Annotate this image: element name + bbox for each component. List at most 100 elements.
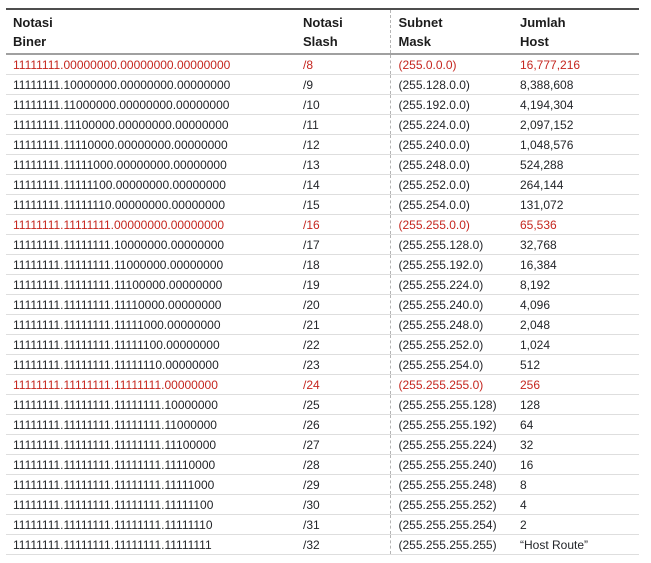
cell-notasi-slash: /20 bbox=[303, 294, 390, 315]
cell-jumlah-host: 131,072 bbox=[518, 194, 639, 215]
table-row: 11111111.11111111.11110000.00000000 /20 … bbox=[6, 294, 639, 315]
cell-notasi-slash: /28 bbox=[303, 454, 390, 475]
cell-notasi-slash: /8 bbox=[303, 54, 390, 75]
cell-jumlah-host: 8,388,608 bbox=[518, 74, 639, 95]
cell-jumlah-host: 65,536 bbox=[518, 214, 639, 235]
table-row: 11111111.11111110.00000000.00000000 /15 … bbox=[6, 194, 639, 215]
table-body: 11111111.00000000.00000000.00000000 /8 (… bbox=[6, 54, 639, 555]
cell-subnet-mask: (255.128.0.0) bbox=[389, 74, 518, 95]
header-line: Notasi bbox=[303, 15, 343, 30]
cell-notasi-biner: 11111111.11111111.11111111.11111111 bbox=[6, 534, 303, 555]
cell-notasi-slash: /19 bbox=[303, 274, 390, 295]
cell-subnet-mask: (255.248.0.0) bbox=[389, 154, 518, 175]
cell-notasi-slash: /14 bbox=[303, 174, 390, 195]
cell-jumlah-host: “Host Route” bbox=[518, 534, 639, 555]
cell-notasi-biner: 11111111.11111111.11111000.00000000 bbox=[6, 314, 303, 335]
table-row: 11111111.11111111.11111111.11110000 /28 … bbox=[6, 454, 639, 475]
table-row: 11111111.11111111.11111111.11000000 /26 … bbox=[6, 414, 639, 435]
cell-notasi-biner: 11111111.11111111.00000000.00000000 bbox=[6, 214, 303, 235]
cell-notasi-biner: 11111111.11000000.00000000.00000000 bbox=[6, 94, 303, 115]
cell-subnet-mask: (255.0.0.0) bbox=[389, 54, 518, 75]
cell-subnet-mask: (255.224.0.0) bbox=[389, 114, 518, 135]
cell-subnet-mask: (255.255.255.224) bbox=[389, 434, 518, 455]
column-header-notasi-biner: Notasi Biner bbox=[6, 9, 303, 55]
cell-notasi-slash: /16 bbox=[303, 214, 390, 235]
cell-notasi-biner: 11111111.11100000.00000000.00000000 bbox=[6, 114, 303, 135]
table-row: 11111111.11111111.11100000.00000000 /19 … bbox=[6, 274, 639, 295]
cell-notasi-biner: 11111111.11111111.11110000.00000000 bbox=[6, 294, 303, 315]
subnet-mask-table: Notasi Biner Notasi Slash Subnet Mask Ju… bbox=[6, 8, 639, 555]
table-row: 11111111.11111111.11111111.10000000 /25 … bbox=[6, 394, 639, 415]
cell-notasi-biner: 11111111.11111111.11111111.11000000 bbox=[6, 414, 303, 435]
table-row: 11111111.11111111.11111000.00000000 /21 … bbox=[6, 314, 639, 335]
cell-notasi-biner: 11111111.11111111.11111111.11111000 bbox=[6, 474, 303, 495]
cell-notasi-slash: /31 bbox=[303, 514, 390, 535]
cell-notasi-biner: 11111111.11111111.11111111.00000000 bbox=[6, 374, 303, 395]
table-row: 11111111.11111111.11111111.11111110 /31 … bbox=[6, 514, 639, 535]
cell-notasi-slash: /24 bbox=[303, 374, 390, 395]
header-line: Notasi bbox=[13, 15, 53, 30]
cell-jumlah-host: 2 bbox=[518, 514, 639, 535]
cell-subnet-mask: (255.255.255.0) bbox=[389, 374, 518, 395]
cell-subnet-mask: (255.252.0.0) bbox=[389, 174, 518, 195]
table-row: 11111111.11111111.11111111.00000000 /24 … bbox=[6, 374, 639, 395]
cell-subnet-mask: (255.255.255.248) bbox=[389, 474, 518, 495]
cell-jumlah-host: 16,777,216 bbox=[518, 54, 639, 75]
cell-jumlah-host: 16 bbox=[518, 454, 639, 475]
column-header-notasi-slash: Notasi Slash bbox=[303, 9, 390, 55]
cell-jumlah-host: 524,288 bbox=[518, 154, 639, 175]
table-row: 11111111.11111100.00000000.00000000 /14 … bbox=[6, 174, 639, 195]
table-row: 11111111.10000000.00000000.00000000 /9 (… bbox=[6, 74, 639, 95]
table-row: 11111111.11111111.11111110.00000000 /23 … bbox=[6, 354, 639, 375]
table-row: 11111111.11111111.11111100.00000000 /22 … bbox=[6, 334, 639, 355]
cell-notasi-slash: /10 bbox=[303, 94, 390, 115]
table-row: 11111111.11111111.11111111.11111111 /32 … bbox=[6, 534, 639, 555]
cell-jumlah-host: 32 bbox=[518, 434, 639, 455]
table-row: 11111111.11111111.11111111.11111000 /29 … bbox=[6, 474, 639, 495]
cell-jumlah-host: 32,768 bbox=[518, 234, 639, 255]
header-line: Subnet bbox=[398, 15, 443, 30]
cell-jumlah-host: 4 bbox=[518, 494, 639, 515]
cell-jumlah-host: 1,048,576 bbox=[518, 134, 639, 155]
cell-jumlah-host: 2,097,152 bbox=[518, 114, 639, 135]
table-row: 11111111.11111111.11111111.11111100 /30 … bbox=[6, 494, 639, 515]
cell-notasi-biner: 11111111.11111111.11111111.10000000 bbox=[6, 394, 303, 415]
cell-subnet-mask: (255.255.255.128) bbox=[389, 394, 518, 415]
header-line: Mask bbox=[398, 34, 432, 49]
cell-notasi-biner: 11111111.11111111.11100000.00000000 bbox=[6, 274, 303, 295]
cell-notasi-slash: /29 bbox=[303, 474, 390, 495]
cell-notasi-biner: 11111111.11111111.11111110.00000000 bbox=[6, 354, 303, 375]
cell-notasi-biner: 11111111.11111111.11111111.11111100 bbox=[6, 494, 303, 515]
cell-subnet-mask: (255.255.248.0) bbox=[389, 314, 518, 335]
column-header-jumlah-host: Jumlah Host bbox=[518, 9, 639, 55]
cell-notasi-slash: /12 bbox=[303, 134, 390, 155]
cell-subnet-mask: (255.255.255.255) bbox=[389, 534, 518, 555]
cell-notasi-biner: 11111111.11111110.00000000.00000000 bbox=[6, 194, 303, 215]
cell-notasi-biner: 11111111.11111111.11000000.00000000 bbox=[6, 254, 303, 275]
cell-notasi-biner: 11111111.11111000.00000000.00000000 bbox=[6, 154, 303, 175]
header-line: Slash bbox=[303, 34, 338, 49]
table-row: 11111111.11100000.00000000.00000000 /11 … bbox=[6, 114, 639, 135]
cell-notasi-slash: /26 bbox=[303, 414, 390, 435]
cell-notasi-biner: 11111111.11110000.00000000.00000000 bbox=[6, 134, 303, 155]
cell-jumlah-host: 16,384 bbox=[518, 254, 639, 275]
cell-jumlah-host: 2,048 bbox=[518, 314, 639, 335]
column-header-subnet-mask: Subnet Mask bbox=[389, 9, 518, 55]
cell-subnet-mask: (255.255.224.0) bbox=[389, 274, 518, 295]
cell-notasi-slash: /11 bbox=[303, 114, 390, 135]
cell-notasi-biner: 11111111.11111111.11111111.11110000 bbox=[6, 454, 303, 475]
cell-notasi-slash: /17 bbox=[303, 234, 390, 255]
table-row: 11111111.11111111.10000000.00000000 /17 … bbox=[6, 234, 639, 255]
cell-notasi-biner: 11111111.10000000.00000000.00000000 bbox=[6, 74, 303, 95]
cell-subnet-mask: (255.255.255.192) bbox=[389, 414, 518, 435]
cell-notasi-slash: /9 bbox=[303, 74, 390, 95]
cell-jumlah-host: 264,144 bbox=[518, 174, 639, 195]
cell-notasi-slash: /21 bbox=[303, 314, 390, 335]
table-row: 11111111.11111111.00000000.00000000 /16 … bbox=[6, 214, 639, 235]
table-row: 11111111.11111111.11111111.11100000 /27 … bbox=[6, 434, 639, 455]
cell-jumlah-host: 1,024 bbox=[518, 334, 639, 355]
cell-subnet-mask: (255.255.254.0) bbox=[389, 354, 518, 375]
cell-notasi-slash: /30 bbox=[303, 494, 390, 515]
cell-notasi-slash: /15 bbox=[303, 194, 390, 215]
